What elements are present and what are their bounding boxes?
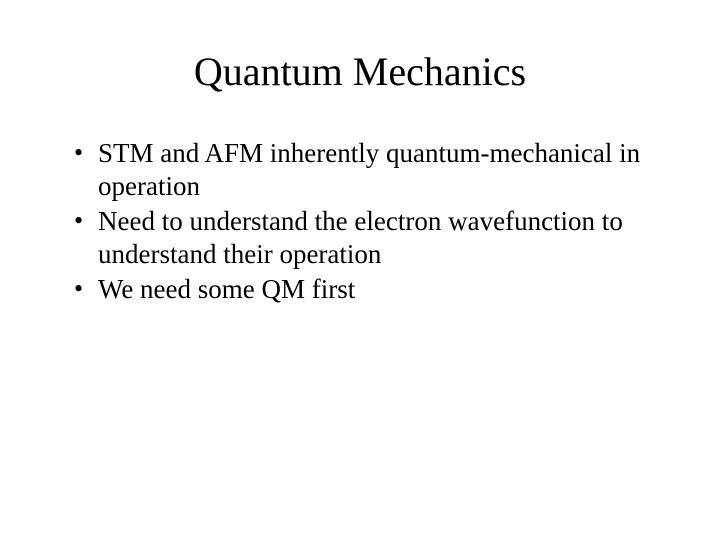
- slide-container: Quantum Mechanics STM and AFM inherently…: [0, 0, 720, 540]
- slide-title: Quantum Mechanics: [70, 48, 650, 95]
- list-item: We need some QM first: [70, 273, 650, 306]
- list-item: STM and AFM inherently quantum-mechanica…: [70, 137, 650, 203]
- bullet-list: STM and AFM inherently quantum-mechanica…: [70, 137, 650, 306]
- list-item: Need to understand the electron wavefunc…: [70, 205, 650, 271]
